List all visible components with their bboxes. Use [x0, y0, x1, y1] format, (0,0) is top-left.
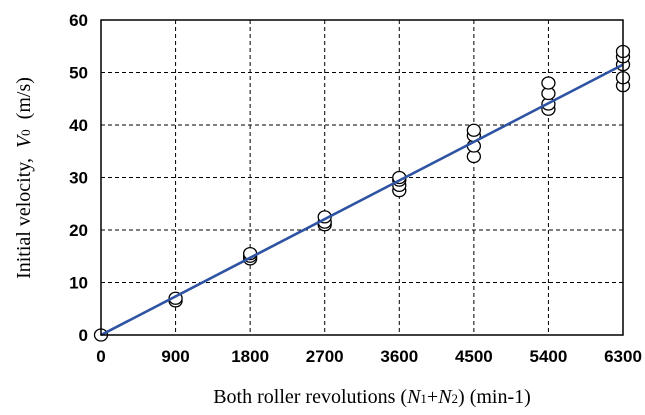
x-tick-label: 0	[96, 347, 105, 366]
y-tick-label: 0	[79, 326, 88, 345]
x-tick-label: 6300	[604, 347, 642, 366]
x-tick-label: 2700	[306, 347, 344, 366]
x-axis-title-sub1: 1	[420, 391, 427, 406]
x-tick-labels: 0 900 1800 2700 3600 4500 5400 6300	[96, 347, 642, 366]
x-axis-title-part1: Both roller revolutions (	[213, 386, 407, 408]
plot-frame	[100, 19, 624, 336]
x-axis-title-sub2: 2	[452, 391, 459, 406]
y-axis-title-part1: Initial velocity,	[13, 148, 35, 279]
grid-layer	[101, 20, 623, 335]
fit-line	[100, 63, 624, 337]
y-tick-label: 10	[69, 274, 88, 293]
x-tick-label: 4500	[455, 347, 493, 366]
y-tick-label: 30	[69, 169, 88, 188]
y-tick-labels: 0 10 20 30 40 50 60	[69, 11, 88, 345]
x-axis-title-part2: ) (min-1)	[458, 386, 531, 408]
y-axis-title-part2: (m/s)	[13, 77, 35, 129]
x-tick-label: 1800	[231, 347, 269, 366]
y-tick-label: 20	[69, 221, 88, 240]
y-axis-title-v: V	[13, 133, 35, 148]
x-axis-title-plus: +	[427, 386, 438, 408]
data-point	[466, 123, 482, 137]
x-tick-label: 900	[161, 347, 189, 366]
x-axis-title-n1: N	[406, 386, 422, 408]
data-point	[541, 76, 556, 90]
x-tick-label: 3600	[380, 347, 418, 366]
x-axis-title: Both roller revolutions (N1+N2) (min-1)	[213, 386, 531, 408]
y-axis-title: Initial velocity, V0 (m/s)	[13, 77, 35, 279]
y-tick-label: 40	[69, 116, 88, 135]
fit-layer	[100, 63, 624, 337]
x-tick-label: 5400	[530, 347, 568, 366]
y-tick-label: 50	[69, 64, 88, 83]
y-axis-title-sub0: 0	[18, 129, 33, 136]
y-tick-label: 60	[69, 11, 88, 30]
x-axis-title-n2: N	[437, 386, 453, 408]
